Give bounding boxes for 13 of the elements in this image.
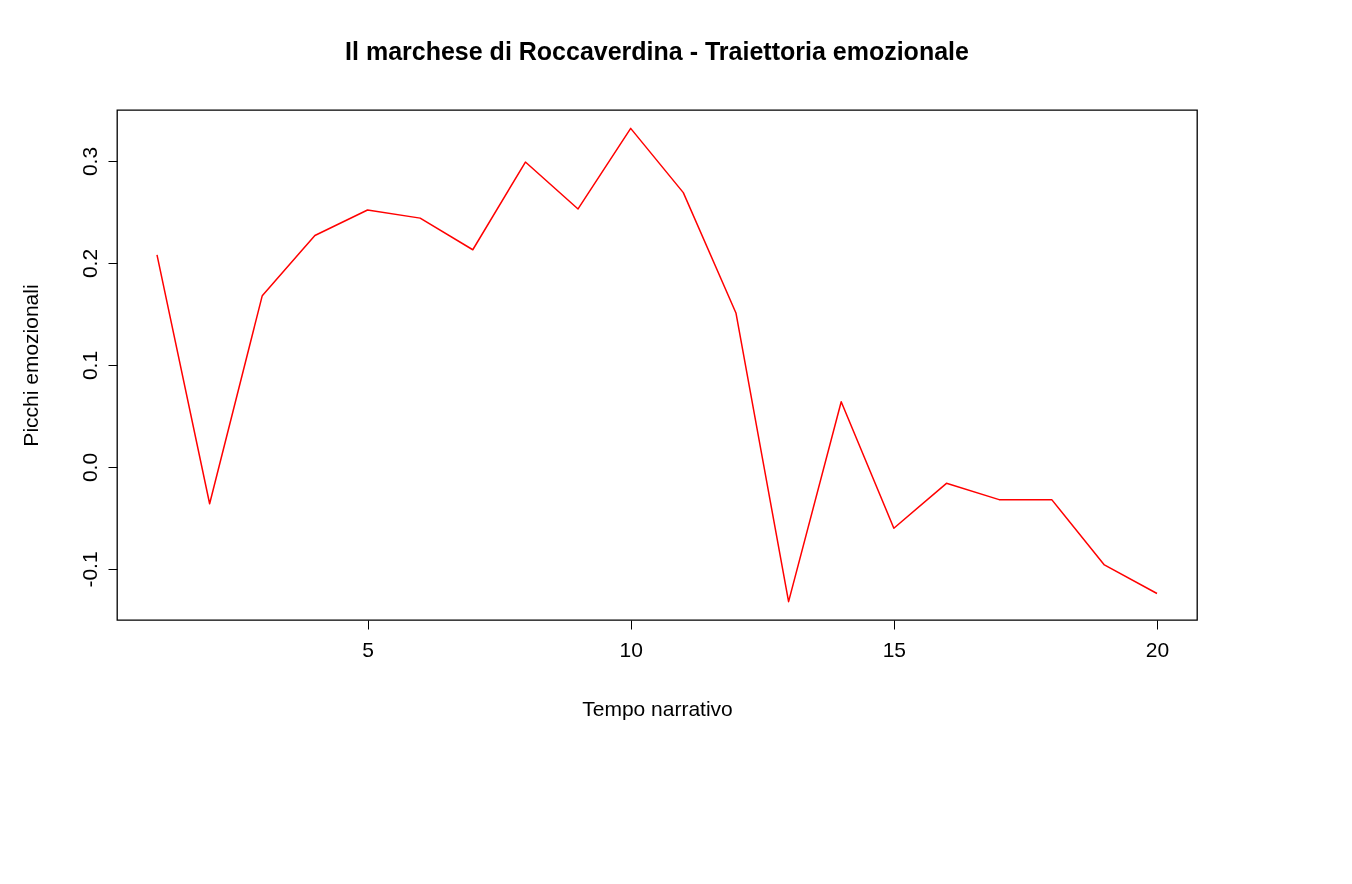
y-axis-title: Picchi emozionali	[18, 284, 42, 447]
x-tick-label: 20	[1145, 637, 1170, 661]
y-tick-label: -0.1	[77, 551, 101, 588]
chart-title: Il marchese di Roccaverdina - Traiettoria emozionale	[345, 37, 970, 65]
y-tick-label: 0.1	[77, 350, 101, 381]
y-tick-label: 0.0	[77, 452, 101, 483]
x-tick-label: 10	[619, 637, 643, 661]
y-tick-label: 0.3	[77, 146, 101, 177]
x-tick-label: 15	[882, 637, 907, 661]
line-series	[156, 127, 1158, 603]
y-tick-label: 0.2	[77, 248, 101, 279]
x-tick-label: 5	[362, 637, 374, 661]
x-axis-title: Tempo narrativo	[582, 696, 733, 720]
